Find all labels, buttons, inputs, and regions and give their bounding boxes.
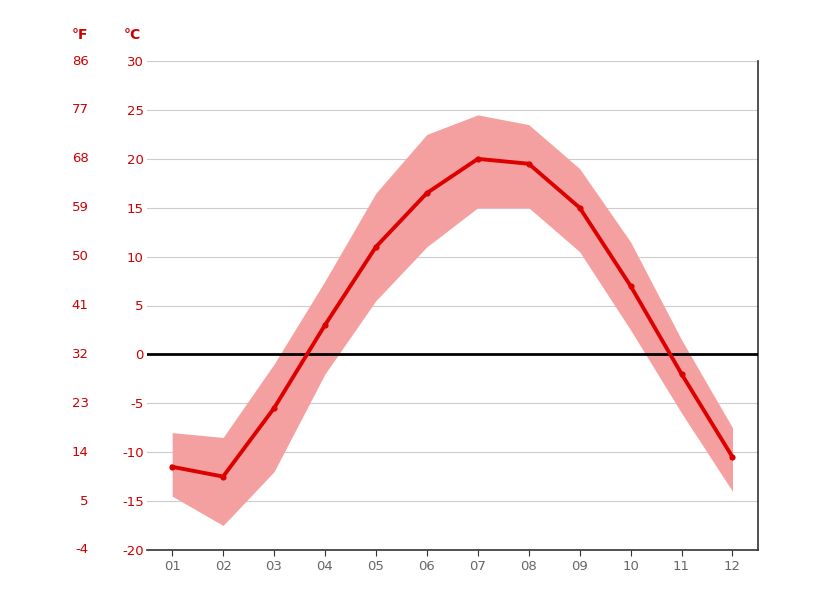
Point bbox=[369, 242, 382, 252]
Text: 5: 5 bbox=[80, 494, 89, 508]
Point bbox=[675, 369, 688, 379]
Text: °C: °C bbox=[123, 27, 140, 42]
Point bbox=[165, 462, 178, 472]
Text: -4: -4 bbox=[76, 543, 89, 557]
Text: 77: 77 bbox=[72, 103, 89, 117]
Point bbox=[624, 281, 637, 291]
Point bbox=[471, 154, 484, 164]
Point bbox=[726, 452, 739, 462]
Point bbox=[217, 472, 230, 481]
Text: °F: °F bbox=[73, 27, 89, 42]
Text: 14: 14 bbox=[72, 445, 89, 459]
Text: 32: 32 bbox=[72, 348, 89, 361]
Text: 86: 86 bbox=[72, 54, 89, 68]
Text: 59: 59 bbox=[72, 201, 89, 214]
Text: 41: 41 bbox=[72, 299, 89, 312]
Point bbox=[573, 203, 586, 213]
Text: 23: 23 bbox=[72, 397, 89, 410]
Point bbox=[522, 159, 535, 169]
Point bbox=[421, 188, 434, 198]
Point bbox=[267, 403, 280, 413]
Text: 68: 68 bbox=[72, 152, 89, 166]
Point bbox=[319, 320, 332, 330]
Text: 50: 50 bbox=[72, 250, 89, 263]
